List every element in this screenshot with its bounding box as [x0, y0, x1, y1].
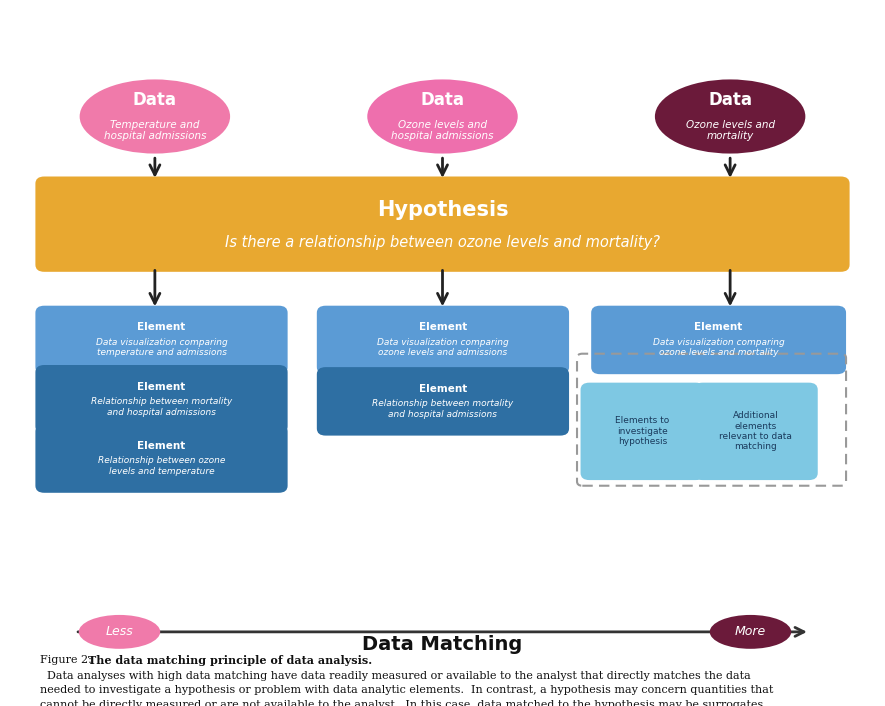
- Text: Element: Element: [419, 323, 467, 333]
- FancyBboxPatch shape: [35, 365, 288, 433]
- Text: Relationship between mortality
and hospital admissions: Relationship between mortality and hospi…: [373, 400, 513, 419]
- Ellipse shape: [79, 615, 160, 649]
- Text: Hypothesis: Hypothesis: [377, 201, 508, 220]
- Ellipse shape: [367, 79, 518, 154]
- Ellipse shape: [655, 79, 805, 154]
- FancyBboxPatch shape: [581, 383, 704, 480]
- Text: Data: Data: [708, 90, 752, 109]
- Text: Ozone levels and
hospital admissions: Ozone levels and hospital admissions: [391, 120, 494, 141]
- Text: Data visualization comparing
ozone levels and admissions: Data visualization comparing ozone level…: [377, 338, 509, 357]
- Text: Less: Less: [105, 626, 134, 638]
- Text: Data analyses with high data matching have data readily measured or available to: Data analyses with high data matching ha…: [40, 671, 795, 706]
- Text: Element: Element: [695, 323, 743, 333]
- Text: Element: Element: [137, 323, 186, 333]
- FancyBboxPatch shape: [694, 383, 818, 480]
- FancyBboxPatch shape: [35, 306, 288, 374]
- Ellipse shape: [710, 615, 791, 649]
- FancyBboxPatch shape: [35, 424, 288, 493]
- Text: Figure 2:: Figure 2:: [40, 655, 99, 665]
- Text: Is there a relationship between ozone levels and mortality?: Is there a relationship between ozone le…: [225, 235, 660, 251]
- Text: More: More: [735, 626, 766, 638]
- Text: The data matching principle of data analysis.: The data matching principle of data anal…: [88, 655, 372, 666]
- Text: Element: Element: [137, 441, 186, 451]
- Text: Additional
elements
relevant to data
matching: Additional elements relevant to data mat…: [720, 412, 792, 451]
- Text: Data Matching: Data Matching: [362, 635, 523, 654]
- FancyBboxPatch shape: [317, 367, 569, 436]
- FancyBboxPatch shape: [35, 176, 850, 272]
- Text: Ozone levels and
mortality: Ozone levels and mortality: [686, 120, 774, 141]
- Text: Data: Data: [420, 90, 465, 109]
- Text: Relationship between mortality
and hospital admissions: Relationship between mortality and hospi…: [91, 397, 232, 417]
- Text: Element: Element: [419, 384, 467, 394]
- Text: Temperature and
hospital admissions: Temperature and hospital admissions: [104, 120, 206, 141]
- Text: Data: Data: [133, 90, 177, 109]
- Text: Data visualization comparing
temperature and admissions: Data visualization comparing temperature…: [96, 338, 227, 357]
- Text: Element: Element: [137, 382, 186, 392]
- Text: Data visualization comparing
ozone levels and mortality: Data visualization comparing ozone level…: [653, 338, 784, 357]
- Text: Relationship between ozone
levels and temperature: Relationship between ozone levels and te…: [98, 457, 225, 476]
- Text: Elements to
investigate
hypothesis: Elements to investigate hypothesis: [615, 417, 670, 446]
- Ellipse shape: [80, 79, 230, 154]
- FancyBboxPatch shape: [317, 306, 569, 374]
- FancyBboxPatch shape: [591, 306, 846, 374]
